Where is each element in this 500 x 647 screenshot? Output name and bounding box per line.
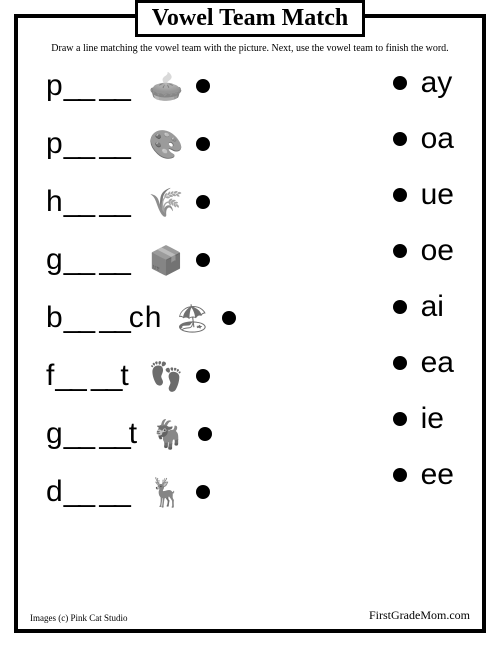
- vowel-team-label: ay: [421, 66, 453, 100]
- vowel-team-label: ue: [421, 178, 454, 212]
- match-row-right: ee: [393, 458, 454, 492]
- match-row-right: oa: [393, 122, 454, 156]
- left-column: p__ __ 🥧 p__ __ 🎨 h__ __ 🌾 g__ __ 📦 b__ __ch 🏖 f__…: [46, 66, 236, 512]
- match-row-left: g__ __t 🐐: [46, 414, 236, 454]
- vowel-team-label: oe: [421, 234, 454, 268]
- clue-icon: 👣: [146, 356, 186, 396]
- match-dot-right: [393, 76, 407, 90]
- vowel-team-label: oa: [421, 122, 454, 156]
- match-row-right: ue: [393, 178, 454, 212]
- match-dot-right: [393, 244, 407, 258]
- match-dot-right: [393, 356, 407, 370]
- word-stem: g__ __t: [46, 417, 138, 451]
- right-column: ay oa ue oe ai ea ie ee: [393, 66, 454, 512]
- clue-icon: 🏖: [172, 298, 212, 338]
- match-dot-left: [196, 195, 210, 209]
- clue-icon: 📦: [146, 240, 186, 280]
- match-row-right: ie: [393, 402, 454, 436]
- match-row-right: ai: [393, 290, 454, 324]
- clue-icon: 🌾: [146, 182, 186, 222]
- match-dot-right: [393, 412, 407, 426]
- word-stem: f__ __t: [46, 359, 136, 393]
- clue-icon: 🥧: [146, 66, 186, 106]
- match-row-left: p__ __ 🥧: [46, 66, 236, 106]
- vowel-team-label: ai: [421, 290, 444, 324]
- match-dot-right: [393, 188, 407, 202]
- match-row-left: b__ __ch 🏖: [46, 298, 236, 338]
- worksheet-frame: Vowel Team Match Draw a line matching th…: [14, 14, 486, 633]
- match-row-left: f__ __t 👣: [46, 356, 236, 396]
- match-dot-left: [196, 253, 210, 267]
- page-title: Vowel Team Match: [135, 0, 365, 37]
- word-stem: g__ __: [46, 243, 136, 277]
- match-dot-right: [393, 468, 407, 482]
- match-row-left: h__ __ 🌾: [46, 182, 236, 222]
- word-stem: h__ __: [46, 185, 136, 219]
- instructions-text: Draw a line matching the vowel team with…: [36, 43, 464, 54]
- clue-icon: 🎨: [146, 124, 186, 164]
- vowel-team-label: ie: [421, 402, 444, 436]
- match-row-left: d__ __ 🦌: [46, 472, 236, 512]
- clue-icon: 🦌: [146, 472, 186, 512]
- match-row-left: g__ __ 📦: [46, 240, 236, 280]
- match-dot-left: [196, 485, 210, 499]
- word-stem: p__ __: [46, 127, 136, 161]
- image-credit: Images (c) Pink Cat Studio: [30, 613, 128, 623]
- match-dot-left: [222, 311, 236, 325]
- match-row-right: ay: [393, 66, 454, 100]
- vowel-team-label: ea: [421, 346, 454, 380]
- vowel-team-label: ee: [421, 458, 454, 492]
- match-dot-right: [393, 300, 407, 314]
- match-dot-left: [196, 137, 210, 151]
- word-stem: p__ __: [46, 69, 136, 103]
- clue-icon: 🐐: [148, 414, 188, 454]
- match-row-right: oe: [393, 234, 454, 268]
- word-stem: b__ __ch: [46, 301, 162, 335]
- word-stem: d__ __: [46, 475, 136, 509]
- match-area: p__ __ 🥧 p__ __ 🎨 h__ __ 🌾 g__ __ 📦 b__ __ch 🏖 f__…: [36, 66, 464, 512]
- match-dot-right: [393, 132, 407, 146]
- match-row-right: ea: [393, 346, 454, 380]
- site-credit: FirstGradeMom.com: [369, 608, 470, 623]
- match-dot-left: [196, 369, 210, 383]
- match-dot-left: [198, 427, 212, 441]
- match-row-left: p__ __ 🎨: [46, 124, 236, 164]
- match-dot-left: [196, 79, 210, 93]
